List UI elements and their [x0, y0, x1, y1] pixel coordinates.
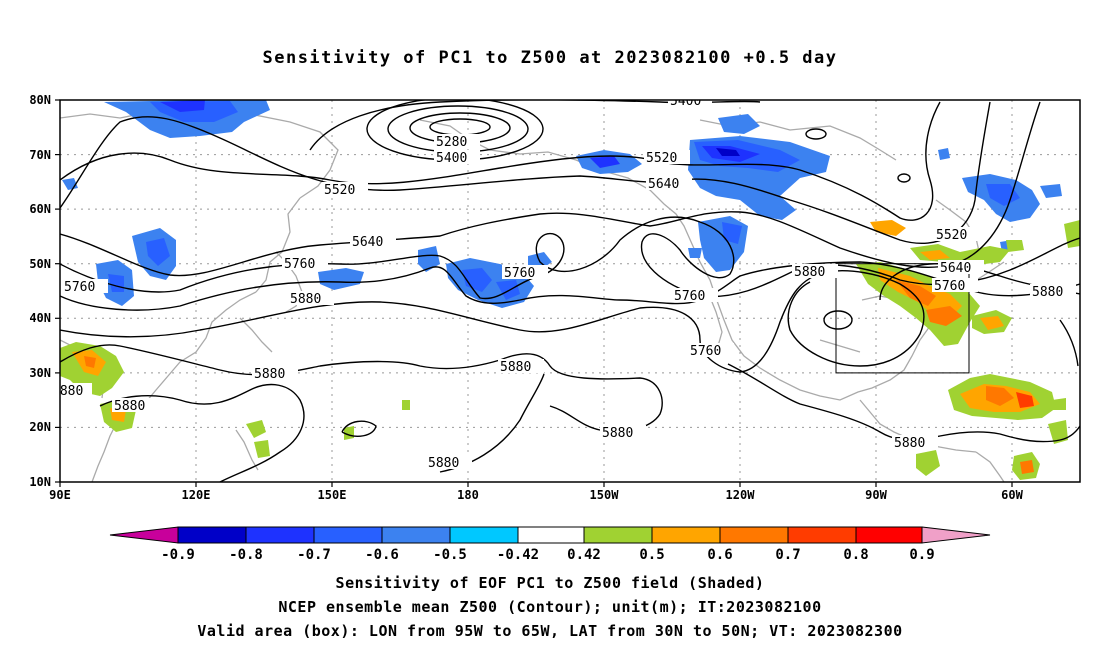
contour-label: 5400 [670, 94, 701, 109]
latitude-labels: 80N 70N 60N 50N 40N 30N 20N 10N [29, 93, 51, 489]
longitude-labels: 90E 120E 150E 180 150W 120W 90W 60W [49, 488, 1023, 502]
colorbar-segment [651, 526, 721, 544]
contour-label: 5400 [436, 151, 467, 166]
colorbar-label: -0.7 [297, 547, 331, 563]
lat-label-40n: 40N [29, 311, 51, 325]
colorbar-label: 0.42 [567, 547, 601, 563]
lon-label-60w: 60W [1001, 488, 1023, 502]
caption-shading: Sensitivity of EOF PC1 to Z500 field (Sh… [335, 574, 765, 592]
lon-label-90e: 90E [49, 488, 71, 502]
colorbar-label: 0.6 [707, 547, 732, 563]
lat-label-50n: 50N [29, 257, 51, 271]
map-title: Sensitivity of PC1 to Z500 at 2023082100… [262, 48, 838, 68]
contour-label: 5880 [1032, 285, 1063, 300]
contour-label: 5880 [114, 399, 145, 414]
lat-label-60n: 60N [29, 202, 51, 216]
contour-label: 5520 [324, 183, 355, 198]
contour-label: 5880 [794, 265, 825, 280]
colorbar-segment [583, 526, 653, 544]
contour-label: 5880 [500, 360, 531, 375]
colorbar-segment [245, 526, 315, 544]
contour-label: 5760 [690, 344, 721, 359]
contour-label: 5880 [52, 384, 83, 399]
colorbar-labels: -0.9 -0.8 -0.7 -0.6 -0.5 -0.42 0.42 0.5 … [161, 547, 935, 563]
colorbar-label: 0.9 [909, 547, 934, 563]
colorbar-label: 0.8 [843, 547, 868, 563]
lon-label-120w: 120W [726, 488, 756, 502]
lat-label-70n: 70N [29, 148, 51, 162]
lon-label-150w: 150W [590, 488, 620, 502]
contour-label: 5760 [674, 289, 705, 304]
colorbar-segment [855, 526, 923, 544]
contour-label: 5760 [934, 279, 965, 294]
colorbar-label: 0.5 [639, 547, 664, 563]
contour-label: 5760 [284, 257, 315, 272]
colorbar-label: -0.6 [365, 547, 399, 563]
caption-valid-area: Valid area (box): LON from 95W to 65W, L… [197, 622, 903, 640]
contour-label: 5880 [602, 426, 633, 441]
lon-label-120e: 120E [182, 488, 211, 502]
lon-label-180: 180 [457, 488, 479, 502]
colorbar-segment [177, 526, 247, 544]
contour-label: 5880 [254, 367, 285, 382]
colorbar-min-triangle [109, 526, 179, 544]
axis-ticks [55, 99, 1013, 487]
lat-label-10n: 10N [29, 475, 51, 489]
colorbar-label: 0.7 [775, 547, 800, 563]
colorbar-label: -0.42 [497, 547, 539, 563]
valid-area-box [835, 263, 970, 374]
coastlines [60, 109, 1005, 482]
lon-label-90w: 90W [865, 488, 887, 502]
colorbar-segment [381, 526, 451, 544]
contour-label: 5640 [940, 261, 971, 276]
colorbar-segment [517, 526, 585, 544]
colorbar-segment [787, 526, 857, 544]
colorbar-segment [719, 526, 789, 544]
contour-label: 5880 [894, 436, 925, 451]
colorbar-label: -0.8 [229, 547, 263, 563]
contour-label: 5640 [648, 177, 679, 192]
lat-label-80n: 80N [29, 93, 51, 107]
caption-contour: NCEP ensemble mean Z500 (Contour); unit(… [278, 598, 822, 616]
colorbar-segment [449, 526, 519, 544]
colorbar-label: -0.5 [433, 547, 467, 563]
contour-label: 5760 [64, 280, 95, 295]
contour-label: 5640 [352, 235, 383, 250]
map-frame [59, 99, 1081, 483]
contour-label: 5880 [428, 456, 459, 471]
lat-label-20n: 20N [29, 420, 51, 434]
contour-label: 5280 [436, 135, 467, 150]
lat-label-30n: 30N [29, 366, 51, 380]
contour-labels: 5400 5280 5400 5520 5520 5640 5640 5760 … [52, 94, 1076, 471]
lon-label-150e: 150E [318, 488, 347, 502]
colorbar-label: -0.9 [161, 547, 195, 563]
contour-label: 5520 [646, 151, 677, 166]
contour-label: 5760 [504, 266, 535, 281]
colorbar [109, 526, 991, 544]
colorbar-max-triangle [921, 526, 991, 544]
contour-label: 5880 [290, 292, 321, 307]
contour-label: 5520 [936, 228, 967, 243]
colorbar-segment [313, 526, 383, 544]
